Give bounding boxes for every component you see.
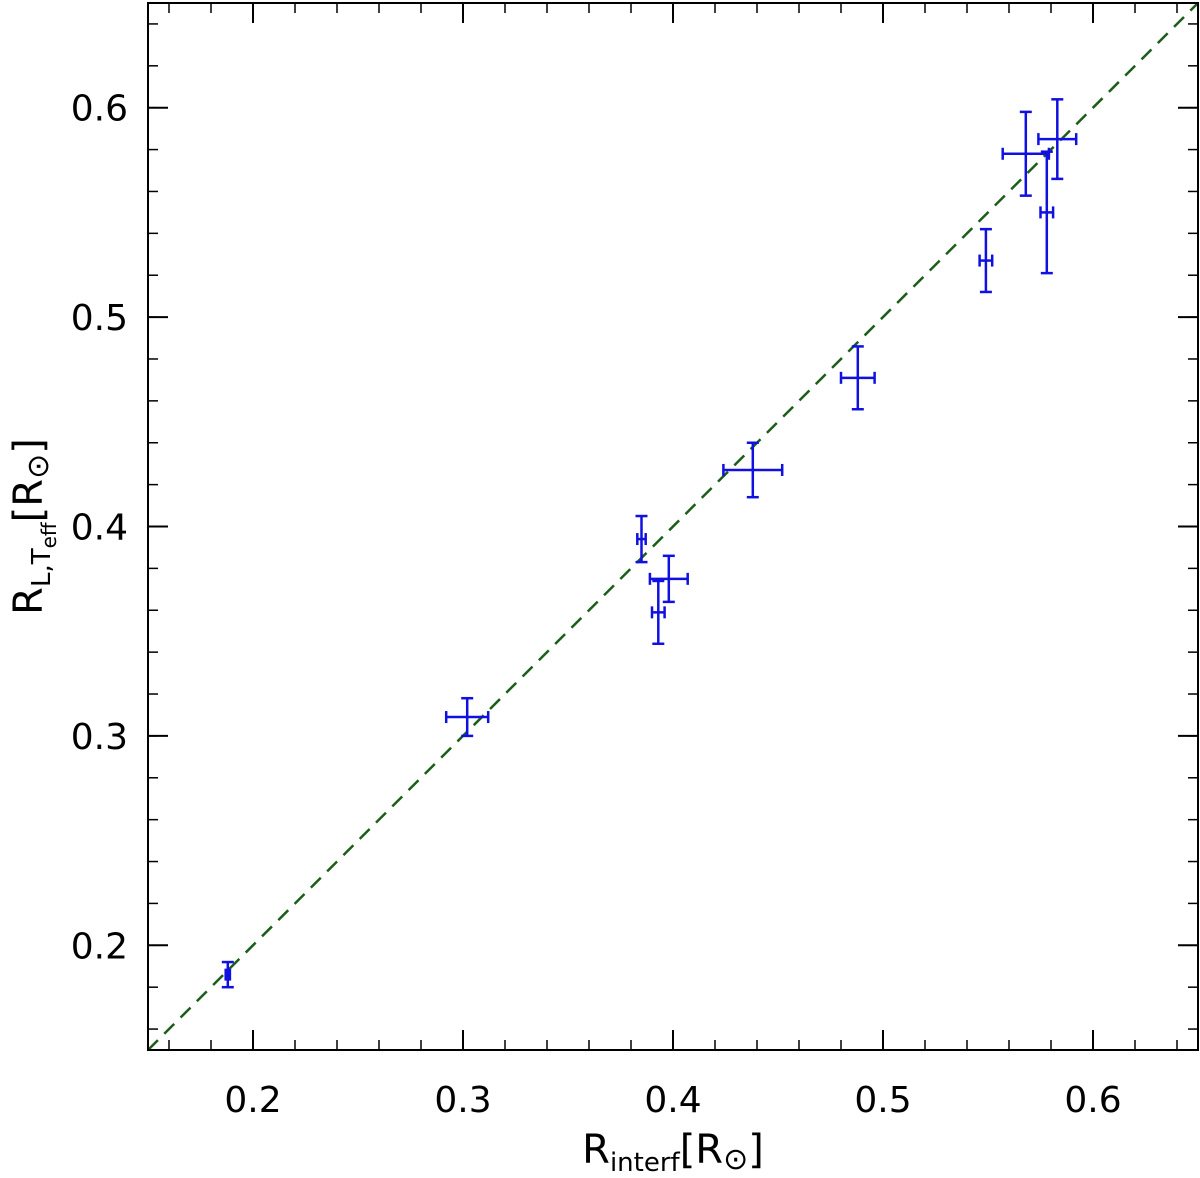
- x-tick-label: 0.2: [224, 1080, 281, 1121]
- x-axis-label-sun-symbol: ⊙: [723, 1142, 748, 1173]
- data-point: [444, 696, 490, 738]
- x-tick-label: 0.4: [644, 1080, 701, 1121]
- data-point: [1037, 98, 1078, 181]
- x-tick-label: 0.5: [854, 1080, 911, 1121]
- x-axis-label-main: R: [582, 1127, 610, 1173]
- data-point: [978, 227, 994, 294]
- tick-labels: 0.2 0.3 0.4 0.5 0.6 0.2 0.3 0.4 0.5 0.6: [71, 89, 1122, 1121]
- plot-frame: [147, 2, 1199, 1051]
- y-axis-label-close: ]: [6, 438, 52, 454]
- y-tick-label: 0.5: [71, 298, 128, 339]
- major-ticks: [148, 3, 1198, 1050]
- x-tick-label: 0.6: [1064, 1080, 1121, 1121]
- data-point: [650, 579, 666, 646]
- y-axis-label-unit: [R: [6, 479, 52, 522]
- x-tick-label: 0.3: [434, 1080, 491, 1121]
- one-to-one-reference-line: [147, 2, 1199, 1051]
- data-point: [1039, 150, 1055, 275]
- data-point: [221, 960, 234, 989]
- x-axis-label-close: ]: [748, 1127, 764, 1173]
- y-tick-label: 0.6: [71, 89, 128, 130]
- x-axis-label-sub: interf: [610, 1148, 681, 1173]
- y-axis-label-main: R: [6, 587, 52, 615]
- data-point: [839, 345, 876, 411]
- y-axis-label-subsub: eff: [37, 521, 61, 548]
- data-point: [1001, 110, 1051, 197]
- data-point: [648, 554, 689, 604]
- y-tick-label: 0.2: [71, 926, 128, 967]
- data-point: [635, 514, 648, 564]
- y-axis-label-sub: L,T: [27, 548, 57, 587]
- x-axis-label: Rinterf[R⊙]: [582, 1127, 764, 1173]
- y-tick-label: 0.4: [71, 508, 128, 549]
- x-axis-label-unit: [R: [680, 1127, 723, 1173]
- data-point: [722, 441, 784, 499]
- y-tick-label: 0.3: [71, 717, 128, 758]
- y-axis-label: RL,Teff[R⊙]: [6, 438, 61, 615]
- y-axis-label-sun-symbol: ⊙: [21, 454, 56, 479]
- data-points: [221, 98, 1078, 989]
